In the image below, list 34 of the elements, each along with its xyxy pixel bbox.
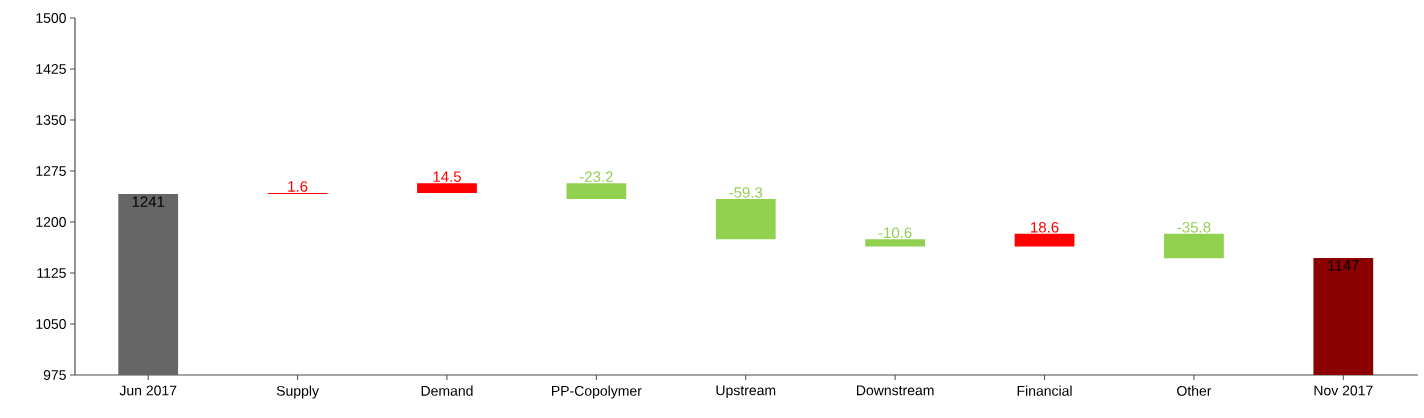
y-tick-label: 1350 (36, 115, 66, 125)
x-tick-label: Nov 2017 (1314, 385, 1373, 396)
bar (1313, 258, 1374, 375)
data-label: -10.6 (878, 227, 912, 239)
y-tick-label: 1500 (36, 13, 66, 23)
x-tick-label: Demand (421, 385, 473, 396)
bar (118, 194, 179, 375)
data-label: -59.3 (729, 187, 763, 198)
y-tick-label: 1050 (36, 319, 66, 329)
x-tick-label: Supply (276, 385, 319, 399)
x-tick-label: Downstream (857, 385, 934, 396)
x-tick-label: PP-Copolymer (552, 385, 642, 399)
x-tick-label: Jun 2017 (119, 385, 177, 396)
x-tick-label: Other (1177, 385, 1212, 396)
bar (417, 183, 477, 194)
bar (1014, 233, 1075, 247)
y-tick-label: 975 (43, 370, 66, 380)
data-label: 14.5 (433, 171, 461, 182)
x-tick-label: Upstream (716, 385, 776, 399)
data-label: 1147 (1328, 260, 1359, 271)
y-tick-label: 1275 (36, 166, 66, 176)
bar (1164, 233, 1224, 259)
x-tick-label: Financial (1017, 385, 1072, 396)
data-label: -23.2 (579, 171, 613, 182)
data-label: 18.6 (1031, 222, 1059, 233)
y-tick-label: 1125 (37, 268, 66, 278)
bar (715, 198, 776, 240)
y-tick-label: 1425 (36, 64, 66, 74)
data-label: -35.8 (1177, 222, 1211, 233)
y-tick-label: 1200 (36, 217, 66, 227)
data-label: 1241 (132, 196, 165, 207)
data-label: 1.6 (288, 181, 308, 192)
bar (566, 183, 627, 199)
bar (865, 239, 926, 247)
